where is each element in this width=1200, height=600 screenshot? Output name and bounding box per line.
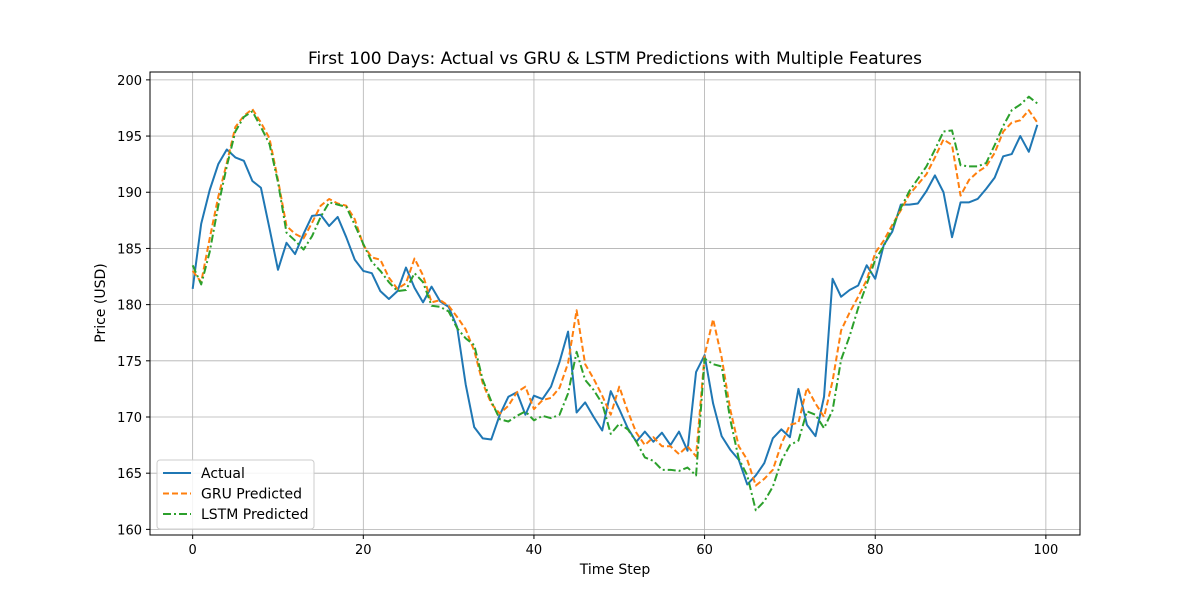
- x-tick-label: 0: [189, 543, 197, 558]
- y-axis-ticks: 160 165 170 175 180 185 190 195 200: [117, 74, 150, 538]
- y-tick-label: 180: [117, 299, 142, 314]
- legend-label: Actual: [201, 466, 245, 482]
- y-tick-label: 195: [117, 130, 142, 145]
- chart-title: First 100 Days: Actual vs GRU & LSTM Pre…: [308, 49, 922, 69]
- x-axis-ticks: 0 20 40 60 80 100: [189, 535, 1058, 558]
- y-axis-label: Price (USD): [93, 263, 109, 342]
- plot-series: [191, 95, 1039, 512]
- legend-label: GRU Predicted: [201, 487, 302, 503]
- x-tick-label: 60: [696, 543, 713, 558]
- y-tick-label: 185: [117, 242, 142, 257]
- y-tick-label: 190: [117, 186, 142, 201]
- y-tick-label: 160: [117, 523, 142, 538]
- legend-label: LSTM Predicted: [201, 507, 309, 523]
- x-tick-label: 40: [526, 543, 543, 558]
- x-tick-label: 80: [867, 543, 884, 558]
- series-line-lstm-predicted: [191, 95, 1038, 512]
- plot-area-frame: [149, 71, 1081, 536]
- y-tick-label: 200: [117, 74, 142, 89]
- legend: Actual GRU Predicted LSTM Predicted: [156, 459, 315, 530]
- x-tick-label: 100: [1033, 543, 1058, 558]
- x-axis-label: Time Step: [579, 562, 651, 578]
- series-line-gru-predicted: [191, 108, 1039, 487]
- y-tick-label: 165: [117, 467, 142, 482]
- x-tick-label: 20: [355, 543, 372, 558]
- y-tick-label: 170: [117, 411, 142, 426]
- y-tick-label: 175: [117, 355, 142, 370]
- legend-box: [156, 459, 315, 530]
